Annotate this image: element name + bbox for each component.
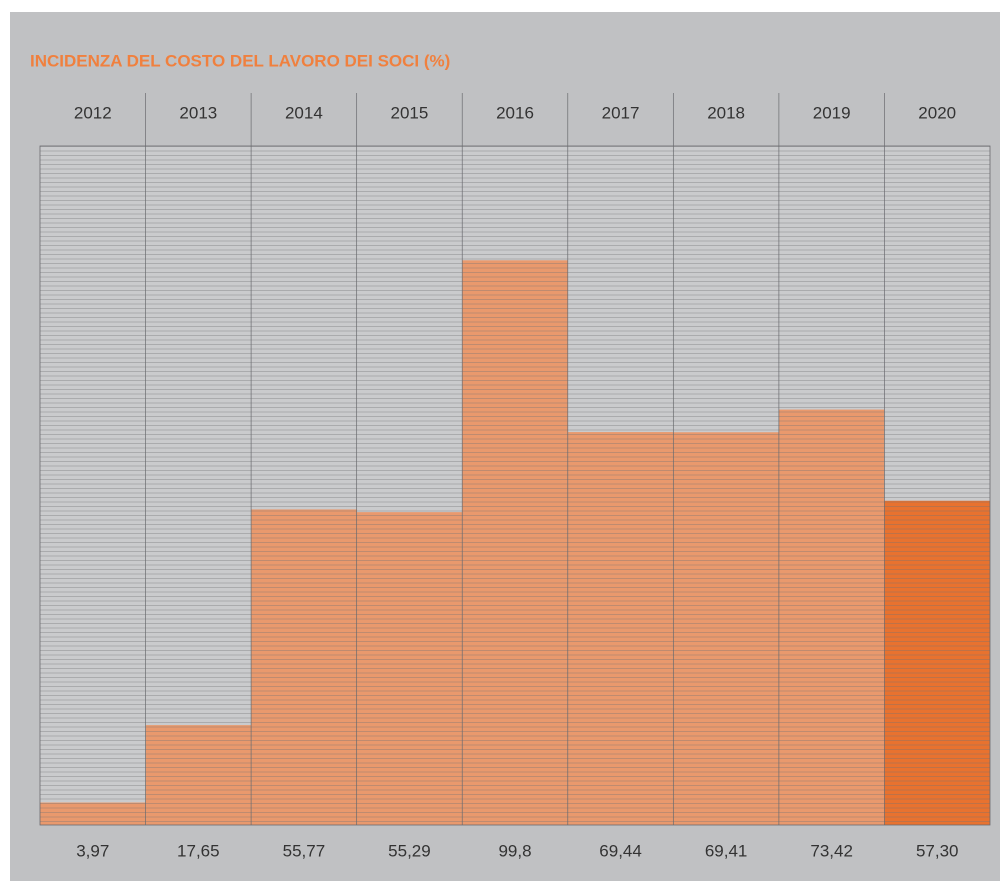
value-label: 17,65 — [177, 841, 220, 860]
value-label: 69,41 — [705, 841, 748, 860]
x-tick-label: 2016 — [496, 103, 534, 122]
value-label: 69,44 — [599, 841, 642, 860]
value-label: 55,29 — [388, 841, 431, 860]
x-tick-label: 2013 — [179, 103, 217, 122]
value-label: 3,97 — [76, 841, 109, 860]
chart-title: INCIDENZA DEL COSTO DEL LAVORO DEI SOCI … — [30, 51, 450, 70]
stripe-texture — [40, 146, 990, 825]
x-tick-label: 2015 — [391, 103, 429, 122]
value-label: 55,77 — [283, 841, 326, 860]
x-tick-label: 2019 — [813, 103, 851, 122]
x-tick-label: 2017 — [602, 103, 640, 122]
value-label: 73,42 — [810, 841, 853, 860]
x-tick-label: 2018 — [707, 103, 745, 122]
x-tick-label: 2014 — [285, 103, 323, 122]
plot-border — [39, 145, 991, 826]
x-tick-label: 2020 — [918, 103, 956, 122]
x-tick-label: 2012 — [74, 103, 112, 122]
value-label: 99,8 — [498, 841, 531, 860]
value-label: 57,30 — [916, 841, 959, 860]
